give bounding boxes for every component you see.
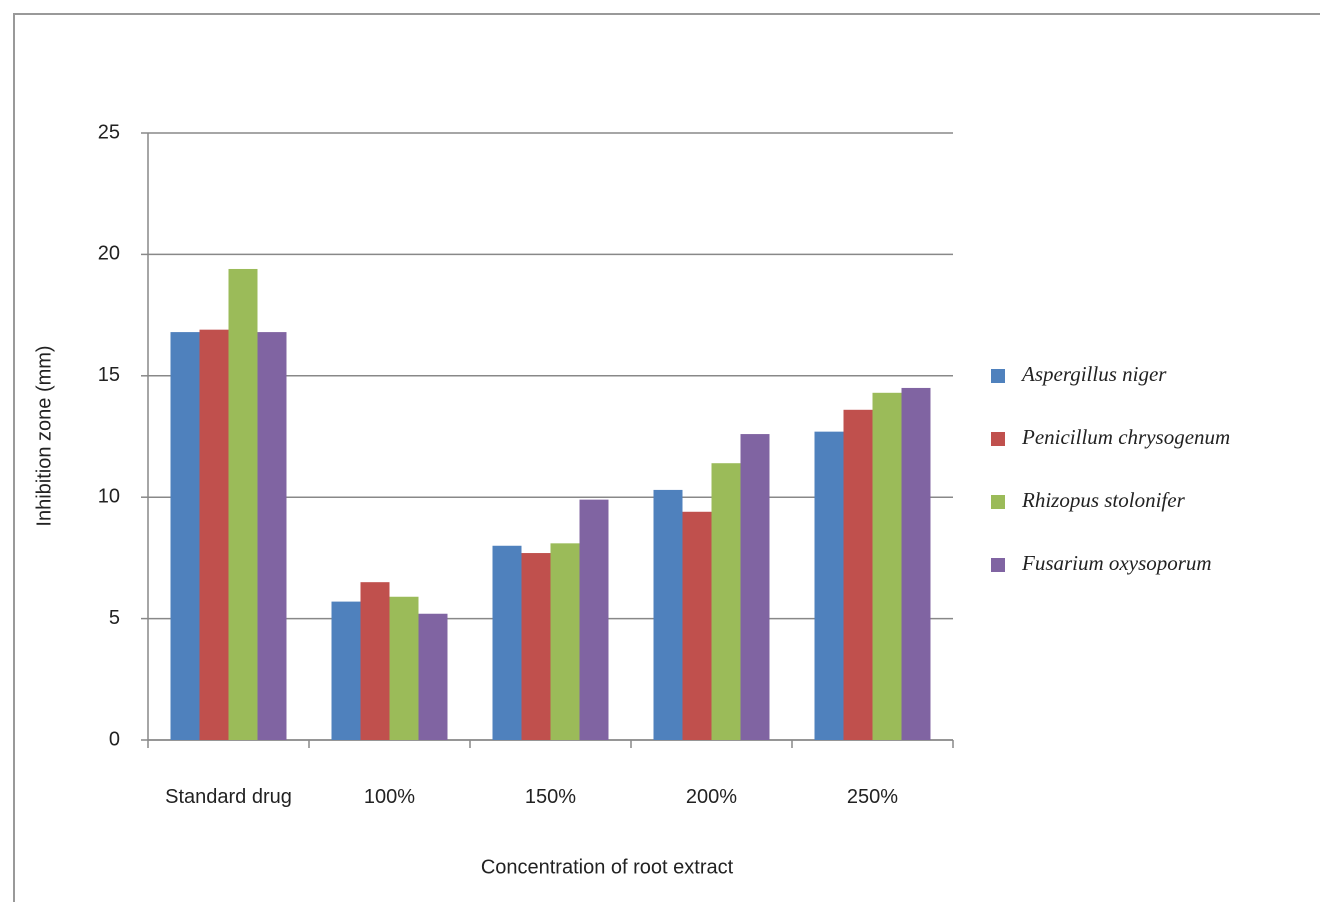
bar xyxy=(682,511,712,740)
x-axis-title: Concentration of root extract xyxy=(481,856,734,878)
legend-marker xyxy=(991,558,1005,572)
bar xyxy=(814,431,844,740)
y-axis-title: Inhibition zone (mm) xyxy=(33,345,55,526)
y-tick-label: 10 xyxy=(98,485,120,507)
bar xyxy=(492,545,522,740)
chart-border xyxy=(13,13,1320,902)
bar xyxy=(711,463,741,740)
bar xyxy=(653,489,683,740)
bar xyxy=(579,499,609,740)
bar xyxy=(257,332,287,740)
legend-label: Aspergillus niger xyxy=(1020,362,1167,386)
bar xyxy=(199,329,229,740)
bar xyxy=(170,332,200,740)
y-tick-label: 5 xyxy=(109,607,120,629)
x-tick-label: 200% xyxy=(685,786,738,808)
y-tick-label: 0 xyxy=(109,728,120,750)
legend-marker xyxy=(991,432,1005,446)
y-tick-label: 25 xyxy=(98,121,120,143)
x-tick-label: 100% xyxy=(363,786,416,808)
legend-label: Penicillum chrysogenum xyxy=(1021,425,1230,449)
legend-label: Fusarium oxysoporum xyxy=(1021,551,1212,575)
bar xyxy=(740,434,770,740)
legend-marker xyxy=(991,369,1005,383)
y-tick-label: 20 xyxy=(98,243,120,265)
legend-label: Rhizopus stolonifer xyxy=(1021,488,1186,512)
bar xyxy=(389,596,419,740)
bar xyxy=(872,392,902,740)
x-tick-label: 250% xyxy=(846,786,899,808)
x-tick-label: Standard drug xyxy=(165,786,292,808)
bar xyxy=(331,601,361,740)
bar xyxy=(228,268,258,740)
bar xyxy=(360,582,390,740)
bar xyxy=(521,553,551,740)
bar xyxy=(843,409,873,740)
bar xyxy=(418,613,448,740)
y-tick-label: 15 xyxy=(98,364,120,386)
x-tick-label: 150% xyxy=(524,786,577,808)
legend-marker xyxy=(991,495,1005,509)
bar xyxy=(550,543,580,740)
bar xyxy=(901,387,931,740)
